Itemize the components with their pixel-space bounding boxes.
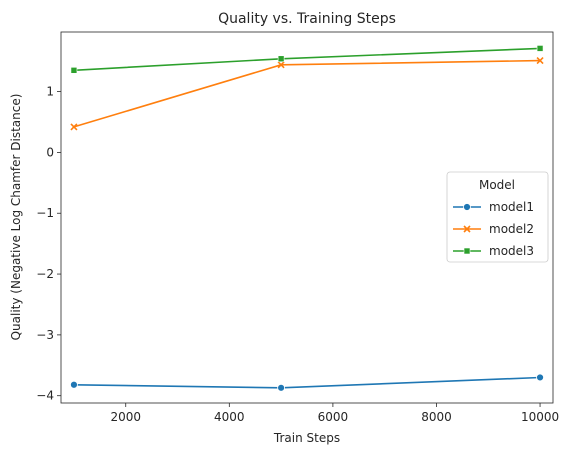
legend-title: Model [479,178,515,192]
series-line-model3 [73,47,541,72]
y-tick-label: 1 [46,85,54,99]
y-tick-label: −3 [36,328,54,342]
data-point-model2-stroke [536,57,544,65]
legend-marker-stroke [463,225,471,233]
x-tick-label: 6000 [318,410,349,424]
y-tick-label: 0 [46,145,54,159]
y-axis-label: Quality (Negative Log Chamfer Distance) [9,94,23,341]
legend-marker [463,247,471,255]
legend-label: model2 [489,222,534,236]
y-tick-label: −1 [36,206,54,220]
data-point-model2 [536,57,544,65]
x-axis: 2000 4000 6000 8000 10000 [110,403,559,424]
y-tick-label: −4 [36,389,54,403]
legend-item-model1: model1 [453,200,534,214]
series-model2 [70,57,544,131]
data-point-model1 [70,380,78,389]
x-tick-label: 10000 [521,410,559,424]
data-point-model1 [536,373,544,382]
legend-marker [463,225,471,233]
data-point-model2-stroke [70,123,78,131]
data-point-model2 [70,123,78,131]
legend-label: model1 [489,200,534,214]
series-model3 [70,45,544,74]
data-point-model3 [277,55,285,63]
y-axis: −4 −3 −2 −1 0 1 [36,85,61,403]
legend: Model model1 model2 model3 [446,171,549,263]
series-line-model2 [73,59,541,128]
data-point-model2 [277,61,285,69]
x-tick-label: 8000 [421,410,452,424]
legend-box [446,171,549,263]
chart-title: Quality vs. Training Steps [218,11,396,27]
series-layer [70,45,544,392]
legend-marker [463,203,471,211]
plot-frame [60,31,554,404]
data-point-model3 [536,45,544,52]
x-tick-label: 2000 [110,410,141,424]
series-model1 [70,373,544,392]
x-axis-label: Train Steps [273,431,340,445]
data-point-model1 [277,383,286,392]
y-tick-label: −2 [36,267,54,281]
legend-item-model3: model3 [453,244,534,258]
x-tick-label: 4000 [214,410,245,424]
series-line-model1 [73,376,541,389]
legend-item-model2: model2 [453,222,534,236]
data-point-model2-stroke [277,61,285,69]
legend-label: model3 [489,244,534,258]
data-point-model3 [70,67,78,74]
